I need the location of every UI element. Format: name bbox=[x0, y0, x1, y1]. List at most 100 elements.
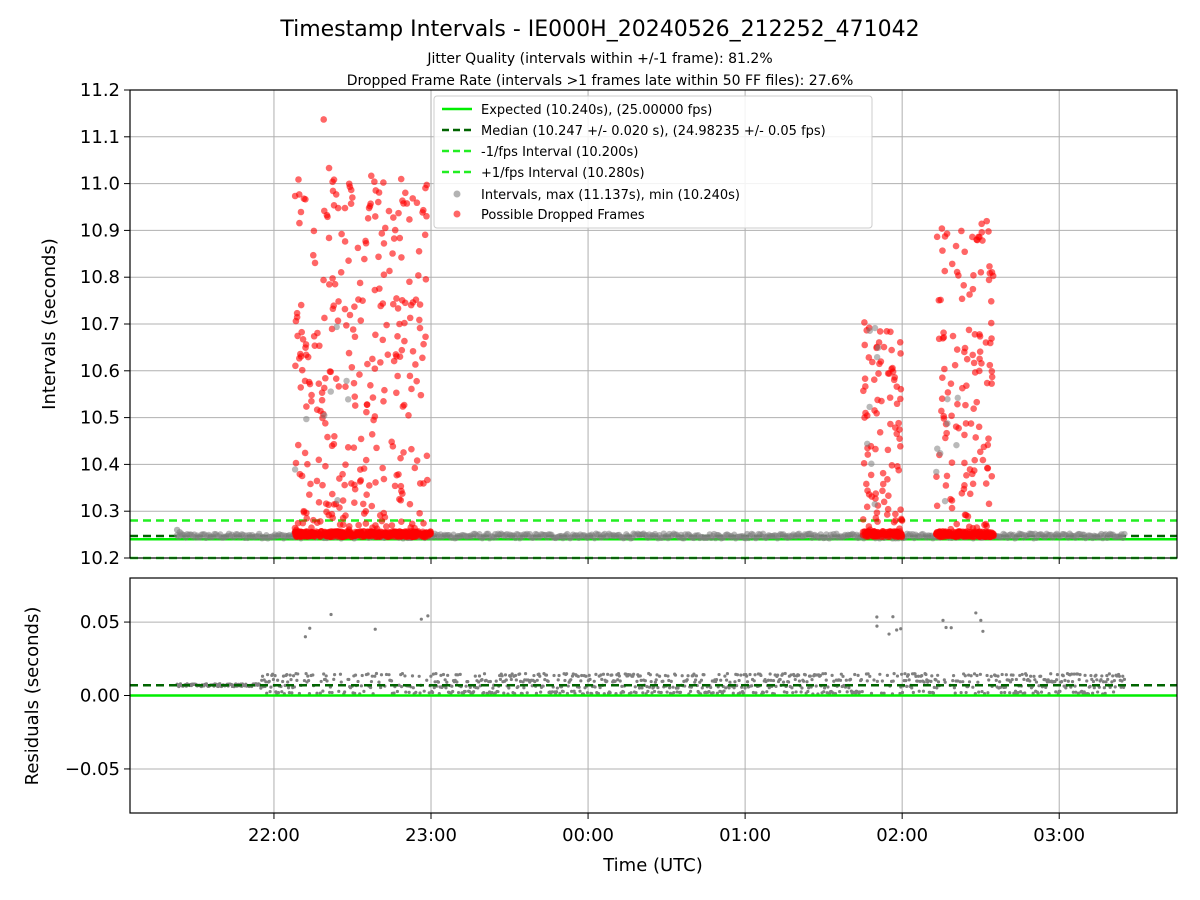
residual-point bbox=[1066, 679, 1070, 683]
residual-point bbox=[839, 672, 843, 676]
residual-point bbox=[782, 690, 786, 694]
residual-point bbox=[338, 672, 343, 676]
residual-point bbox=[875, 624, 879, 628]
dropped-frame-point bbox=[340, 530, 347, 537]
residual-point bbox=[1107, 672, 1111, 676]
residual-point bbox=[321, 689, 325, 693]
residual-point bbox=[304, 672, 308, 676]
residual-point bbox=[649, 679, 653, 684]
residual-point bbox=[1039, 690, 1044, 694]
interval-point bbox=[176, 529, 183, 536]
dropped-frame-point bbox=[330, 440, 338, 448]
residual-point bbox=[569, 678, 573, 682]
legend-label-median: Median (10.247 +/- 0.020 s), (24.98235 +… bbox=[481, 124, 826, 139]
residual-point bbox=[621, 690, 626, 694]
dropped-frame-point bbox=[310, 227, 318, 235]
residual-point bbox=[645, 684, 649, 689]
residual-point bbox=[1039, 674, 1043, 678]
residual-point bbox=[766, 678, 771, 682]
dropped-frame-point bbox=[869, 358, 876, 366]
residual-point bbox=[369, 685, 373, 690]
dropped-frame-point bbox=[308, 391, 315, 399]
residual-point bbox=[996, 674, 1000, 678]
dropped-frame-point bbox=[897, 350, 904, 357]
residual-point bbox=[944, 625, 948, 630]
residual-point bbox=[366, 672, 370, 676]
residual-point bbox=[1096, 690, 1100, 694]
dropped-frame-point bbox=[301, 377, 309, 385]
residual-point bbox=[751, 690, 755, 695]
dropped-frame-point bbox=[299, 519, 307, 527]
residual-point bbox=[643, 679, 647, 683]
residual-point bbox=[534, 691, 539, 695]
residual-point bbox=[1008, 680, 1013, 684]
dropped-frame-point bbox=[985, 500, 993, 508]
residual-point bbox=[472, 690, 476, 694]
dropped-frame-point bbox=[347, 200, 355, 207]
dropped-frame-point bbox=[938, 407, 945, 415]
residual-point bbox=[397, 683, 401, 687]
residual-point bbox=[392, 691, 396, 695]
dropped-frame-point bbox=[315, 456, 323, 464]
dropped-frame-point bbox=[356, 279, 364, 287]
residual-point bbox=[953, 691, 957, 695]
dropped-frame-point bbox=[371, 213, 379, 220]
residual-point bbox=[425, 678, 429, 682]
intervals-y-tick-label: 11.0 bbox=[80, 174, 120, 195]
dropped-frame-point bbox=[332, 375, 340, 382]
residual-point bbox=[805, 680, 809, 684]
residual-point bbox=[720, 691, 724, 695]
residual-point bbox=[748, 672, 752, 677]
dropped-frame-point bbox=[375, 189, 383, 196]
residual-point bbox=[1089, 673, 1093, 678]
residual-point bbox=[803, 673, 807, 677]
residual-point bbox=[518, 672, 522, 676]
dropped-frame-point bbox=[329, 187, 337, 195]
dropped-frame-point bbox=[413, 457, 421, 464]
dropped-frame-point bbox=[987, 530, 994, 538]
legend-marker-intervals bbox=[453, 190, 461, 198]
interval-point bbox=[954, 394, 961, 402]
residual-point bbox=[868, 674, 872, 678]
residual-point bbox=[633, 685, 637, 689]
dropped-frame-point bbox=[966, 291, 973, 298]
dropped-frame-point bbox=[380, 179, 387, 186]
residual-point bbox=[976, 680, 980, 684]
residual-point bbox=[260, 678, 264, 682]
dropped-frame-point bbox=[938, 395, 946, 402]
dropped-frame-point bbox=[863, 480, 870, 488]
residual-point bbox=[856, 673, 860, 677]
dropped-frame-point bbox=[403, 200, 411, 207]
dropped-frame-point bbox=[302, 351, 310, 359]
residual-point bbox=[362, 689, 366, 693]
residual-point bbox=[859, 678, 864, 682]
interval-point bbox=[864, 440, 871, 447]
dropped-frame-point bbox=[323, 508, 330, 516]
residual-point bbox=[936, 673, 940, 677]
residual-point bbox=[998, 685, 1003, 690]
residual-point bbox=[967, 673, 971, 677]
residual-point bbox=[914, 674, 918, 678]
dropped-frame-point bbox=[942, 528, 949, 535]
dropped-frame-point bbox=[948, 459, 956, 466]
residual-point bbox=[280, 690, 284, 694]
residual-point bbox=[456, 690, 461, 695]
residual-point bbox=[882, 691, 886, 695]
residual-point bbox=[1070, 680, 1075, 684]
residual-point bbox=[578, 689, 582, 693]
dropped-frame-point bbox=[360, 465, 368, 472]
dropped-frame-point bbox=[398, 518, 405, 526]
dropped-frame-point bbox=[399, 403, 407, 410]
residual-point bbox=[468, 685, 472, 690]
dropped-frame-point bbox=[961, 248, 969, 256]
dropped-frame-point bbox=[300, 195, 308, 203]
dropped-frame-point bbox=[374, 198, 382, 206]
dropped-frame-point bbox=[941, 365, 948, 373]
residual-point bbox=[722, 689, 726, 693]
dropped-frame-point bbox=[329, 275, 336, 282]
residual-point bbox=[793, 677, 797, 682]
residual-point bbox=[482, 690, 486, 695]
dropped-frame-point bbox=[954, 532, 961, 540]
residual-point bbox=[671, 685, 675, 689]
residual-point bbox=[281, 674, 286, 678]
